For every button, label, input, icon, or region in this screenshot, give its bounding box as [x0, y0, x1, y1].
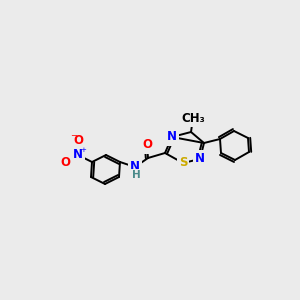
- Text: N: N: [73, 148, 83, 161]
- Text: N: N: [195, 152, 205, 166]
- Text: +: +: [80, 147, 86, 153]
- Text: N: N: [130, 160, 140, 173]
- Text: N: N: [73, 148, 83, 161]
- Text: S: S: [179, 157, 187, 169]
- Text: CH₃: CH₃: [181, 112, 205, 124]
- Text: O: O: [73, 134, 83, 148]
- Text: O: O: [142, 139, 152, 152]
- Text: N: N: [130, 160, 140, 173]
- Text: N: N: [167, 130, 177, 143]
- Text: H: H: [132, 170, 140, 180]
- Text: O: O: [60, 155, 70, 169]
- Text: −: −: [70, 131, 77, 140]
